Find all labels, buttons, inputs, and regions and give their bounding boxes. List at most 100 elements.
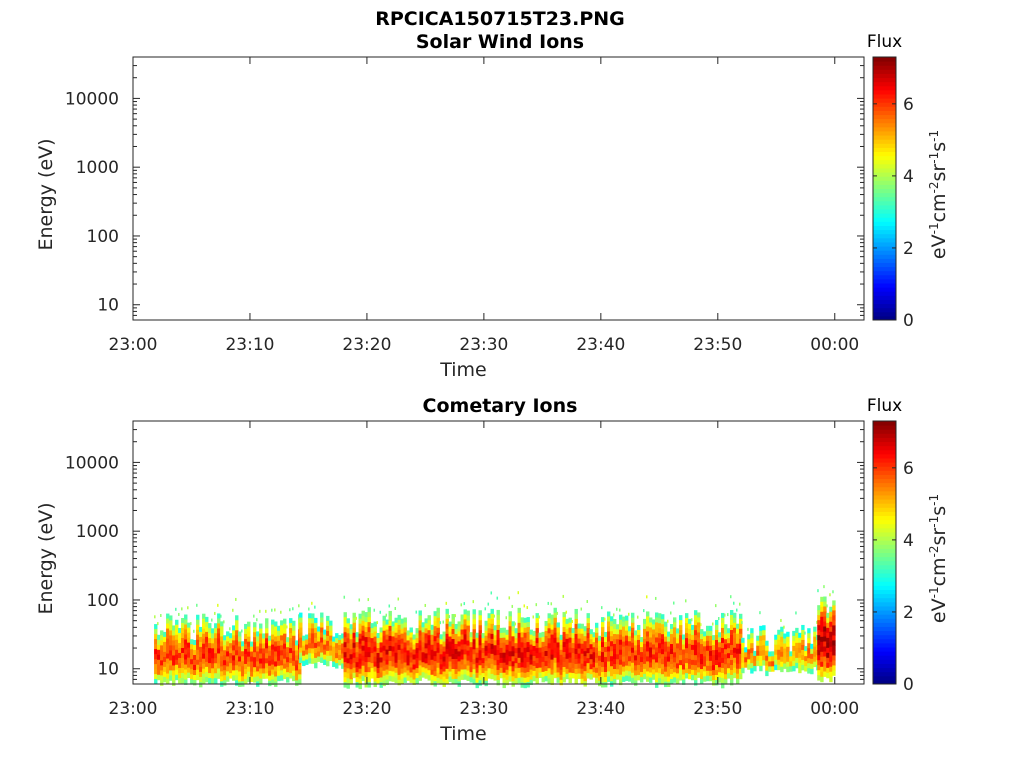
- flux-cell: [376, 678, 380, 684]
- flux-cell: [817, 615, 821, 621]
- flux-cell: [229, 638, 233, 644]
- flux-cell: [445, 608, 449, 615]
- flux-cell: [289, 648, 293, 654]
- flux-cell: [424, 623, 428, 629]
- flux-cell: [508, 666, 512, 672]
- flux-cell: [460, 624, 464, 630]
- flux-cell: [472, 639, 476, 645]
- flux-cell: [621, 666, 626, 672]
- flux-cell: [484, 655, 488, 662]
- flux-cell: [624, 660, 629, 667]
- flux-cell: [478, 635, 482, 641]
- flux-cell: [346, 623, 350, 629]
- flux-cell: [364, 662, 368, 668]
- flux-cell: [771, 666, 775, 672]
- flux-speck: [274, 608, 276, 612]
- flux-cell: [220, 656, 224, 662]
- flux-cell: [400, 678, 404, 685]
- flux-cell: [765, 655, 769, 662]
- flux-cell: [729, 650, 734, 656]
- flux-cell: [738, 648, 743, 655]
- flux-cell: [580, 643, 584, 650]
- flux-cell: [499, 637, 503, 644]
- flux-cell: [577, 638, 581, 644]
- flux-cell: [202, 648, 206, 655]
- flux-cell: [277, 630, 281, 637]
- flux-cell: [250, 671, 254, 677]
- flux-cell: [343, 672, 347, 678]
- flux-cell: [514, 673, 518, 679]
- flux-cell: [232, 655, 236, 661]
- flux-cell: [379, 642, 383, 648]
- flux-cell: [466, 625, 470, 631]
- flux-cell: [160, 645, 164, 651]
- flux-cell: [523, 637, 527, 644]
- flux-cell: [460, 674, 464, 680]
- flux-cell: [580, 658, 584, 665]
- flux-cell: [181, 647, 185, 654]
- flux-cell: [559, 634, 563, 641]
- flux-cell: [292, 620, 296, 627]
- flux-cell: [618, 644, 623, 651]
- flux-cell: [418, 620, 422, 626]
- flux-speck: [388, 604, 391, 608]
- flux-cell: [729, 665, 734, 671]
- flux-cell: [469, 637, 473, 643]
- flux-cell: [657, 618, 662, 624]
- flux-cell: [229, 663, 233, 669]
- flux-speck: [618, 608, 621, 612]
- colorbar-band: [873, 241, 896, 247]
- flux-cell: [412, 664, 416, 670]
- flux-cell: [475, 637, 479, 644]
- flux-cell: [181, 622, 185, 629]
- flux-cell: [583, 646, 587, 652]
- flux-cell: [451, 679, 455, 685]
- flux-cell: [208, 628, 212, 634]
- flux-cell: [606, 626, 611, 632]
- flux-cell: [750, 648, 754, 654]
- flux-cell: [829, 641, 833, 648]
- flux-cell: [277, 670, 281, 677]
- flux-cell: [370, 673, 374, 679]
- flux-cell: [202, 668, 206, 675]
- y-tick-label: 100: [87, 591, 119, 611]
- flux-cell: [529, 639, 533, 645]
- flux-cell: [178, 632, 182, 639]
- flux-cell: [696, 662, 701, 668]
- flux-cell: [478, 630, 482, 636]
- flux-cell: [523, 682, 527, 689]
- colorbar-band: [873, 474, 896, 480]
- flux-cell: [606, 661, 611, 667]
- flux-cell: [184, 654, 188, 660]
- flux-cell: [493, 650, 497, 656]
- flux-cell: [229, 643, 233, 649]
- flux-cell: [708, 660, 713, 667]
- flux-cell: [199, 626, 203, 633]
- flux-cell: [517, 657, 521, 664]
- flux-cell: [256, 666, 260, 672]
- flux-cell: [753, 650, 757, 657]
- flux-cell: [341, 648, 345, 654]
- flux-cell: [409, 637, 413, 643]
- colorbar-band: [873, 250, 896, 255]
- flux-cell: [448, 661, 452, 667]
- flux-cell: [792, 630, 796, 637]
- colorbar-tick-label: 0: [903, 311, 914, 331]
- flux-cell: [223, 650, 227, 656]
- flux-cell: [639, 657, 644, 663]
- flux-cell: [654, 657, 659, 663]
- flux-cell: [355, 677, 359, 683]
- flux-cell: [559, 659, 563, 666]
- flux-cell: [615, 644, 620, 650]
- flux-cell: [684, 618, 689, 624]
- flux-cell: [379, 667, 383, 673]
- flux-speck: [783, 625, 785, 629]
- flux-cell: [690, 669, 695, 676]
- flux-cell: [708, 625, 713, 632]
- flux-cell: [541, 636, 545, 643]
- flux-cell: [220, 636, 224, 642]
- flux-cell: [394, 617, 398, 624]
- colorbar-band: [873, 73, 896, 79]
- flux-cell: [615, 649, 620, 655]
- flux-cell: [412, 679, 416, 685]
